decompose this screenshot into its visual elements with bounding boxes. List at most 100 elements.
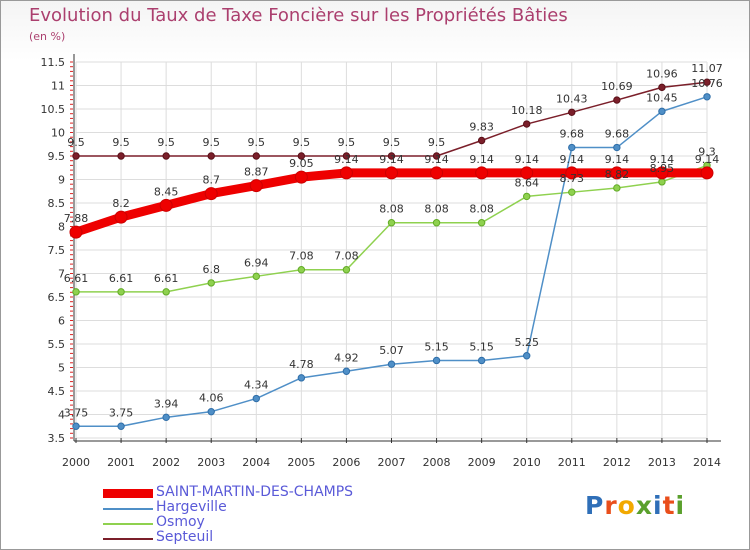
legend-label: Hargeville — [156, 499, 227, 515]
data-label: 10.18 — [511, 104, 543, 117]
data-label: 4.34 — [244, 379, 269, 392]
data-point — [658, 107, 666, 116]
data-point — [387, 219, 396, 227]
x-tick-label: 2003 — [197, 456, 225, 469]
grid-layer — [75, 61, 708, 439]
x-tick-label: 2012 — [603, 456, 631, 469]
data-label: 9.5 — [293, 136, 311, 149]
data-label: 9.5 — [428, 136, 446, 149]
data-label: 3.75 — [109, 406, 134, 419]
data-label: 9.68 — [560, 128, 585, 141]
data-point — [117, 422, 125, 430]
data-point — [69, 225, 83, 239]
data-label: 9.68 — [605, 128, 630, 141]
data-label: 8.73 — [560, 172, 585, 185]
data-label: 4.78 — [289, 358, 314, 371]
x-tick-label: 2004 — [242, 456, 270, 469]
data-point — [294, 170, 308, 184]
data-point — [207, 152, 215, 160]
data-point — [162, 413, 170, 422]
logo-letter: o — [617, 491, 636, 520]
logo-letter: r — [604, 491, 618, 520]
data-point — [387, 152, 396, 160]
y-tick-label: 8.5 — [48, 197, 66, 210]
data-point — [249, 179, 263, 193]
logo-letter: x — [635, 491, 653, 520]
y-tick-label: 10 — [51, 127, 65, 140]
data-label-layer: 7.888.28.458.78.879.05 9.14 9.14 9.14 9.14 9.… — [64, 62, 723, 419]
data-label: 7.88 — [64, 212, 89, 225]
data-point — [204, 187, 218, 201]
data-label: 10.43 — [556, 92, 588, 105]
data-point — [342, 266, 351, 274]
x-tick-label: 2014 — [693, 456, 721, 469]
data-point — [117, 288, 125, 296]
y-tick-label: 3.5 — [48, 432, 66, 445]
data-label: 6.61 — [64, 272, 89, 285]
data-label: 8.08 — [469, 203, 494, 216]
x-tick-label: 2005 — [287, 456, 315, 469]
data-label: 11.07 — [691, 62, 723, 75]
data-point — [297, 374, 306, 382]
data-point — [432, 356, 441, 365]
x-tick-label: 2011 — [558, 456, 586, 469]
data-label: 9.14 — [560, 153, 585, 166]
data-point — [387, 360, 396, 368]
data-point — [207, 407, 215, 416]
data-point — [252, 272, 260, 281]
data-point — [72, 152, 80, 160]
data-point — [523, 120, 531, 128]
data-point — [159, 198, 173, 212]
data-label: 5.15 — [424, 340, 449, 353]
data-point — [703, 93, 711, 101]
y-tick-label: 4 — [58, 409, 65, 422]
data-point — [700, 166, 714, 180]
y-tick-label: 7 — [58, 268, 65, 281]
data-label: 9.5 — [157, 136, 175, 149]
data-label: 9.5 — [248, 136, 266, 149]
data-label: 9.14 — [469, 153, 494, 166]
data-label: 9.14 — [424, 153, 449, 166]
y-tick-label: 5.5 — [48, 338, 66, 351]
legend-label: SAINT-MARTIN-DES-CHAMPS — [156, 484, 354, 500]
data-label: 8.7 — [202, 174, 220, 187]
data-label: 8.64 — [514, 176, 539, 189]
data-label: 6.8 — [202, 263, 220, 276]
data-point — [297, 152, 306, 160]
logo-letter: i — [675, 491, 686, 520]
legend-swatch — [103, 508, 153, 510]
data-point — [432, 152, 441, 160]
data-point — [339, 166, 353, 180]
data-point — [114, 210, 128, 224]
data-point — [658, 83, 666, 92]
data-point — [252, 394, 260, 403]
data-label: 9.14 — [650, 153, 675, 166]
proxiti-logo: Proxiti — [585, 491, 685, 520]
data-point — [658, 178, 666, 186]
data-point — [610, 166, 624, 180]
y-tick-label: 4.5 — [48, 385, 66, 398]
data-label: 4.92 — [334, 351, 359, 364]
legend-swatch — [103, 489, 153, 498]
data-point — [430, 166, 444, 180]
data-point — [72, 422, 80, 430]
y-tick-label: 7.5 — [48, 244, 66, 257]
x-tick-label: 2006 — [332, 456, 360, 469]
data-label: 8.95 — [650, 162, 675, 175]
data-point — [477, 136, 486, 145]
series-layer — [69, 78, 714, 430]
y-tick-label: 10.5 — [41, 103, 66, 116]
legend-swatch — [103, 523, 153, 525]
data-label: 10.45 — [646, 91, 678, 104]
data-label: 9.5 — [202, 136, 220, 149]
chart-title: Evolution du Taux de Taxe Foncière sur l… — [29, 5, 568, 26]
data-label: 8.08 — [379, 203, 404, 216]
data-point — [162, 152, 170, 160]
data-label: 8.2 — [112, 197, 130, 210]
data-label: 9.14 — [334, 153, 359, 166]
data-label: 10.76 — [691, 77, 723, 90]
data-label: 9.14 — [605, 153, 630, 166]
data-point — [432, 219, 441, 227]
